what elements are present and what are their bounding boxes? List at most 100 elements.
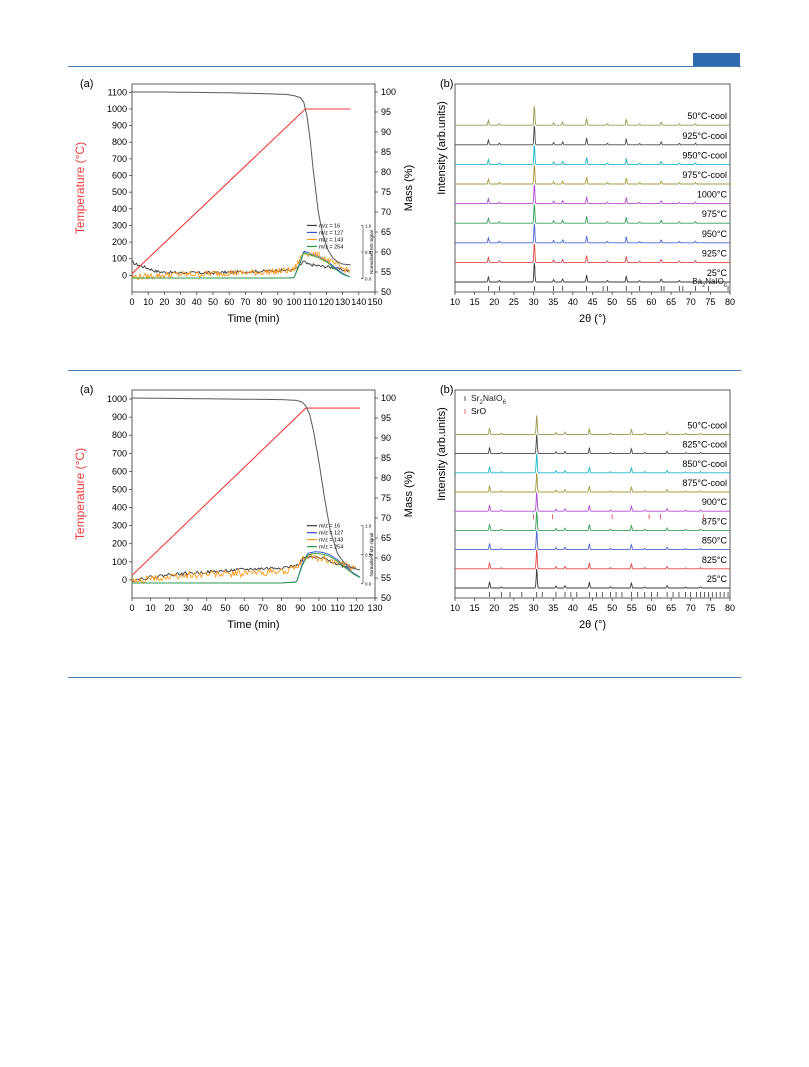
x-tick-label: 70 <box>686 603 696 613</box>
figure-divider <box>68 370 741 371</box>
legend-label: m/z = 254 <box>319 244 343 250</box>
xrd-trace <box>455 492 730 512</box>
x-tick-label: 20 <box>489 297 499 307</box>
ms-signal-line <box>131 552 357 585</box>
x-tick-label: 130 <box>335 297 350 307</box>
y-tick-label: 700 <box>112 154 127 164</box>
footer-rule <box>68 677 741 678</box>
y-tick-label: 800 <box>112 137 127 147</box>
x-tick-label: 110 <box>330 603 344 613</box>
x-tick-label: 70 <box>686 297 696 307</box>
y-tick-label: 400 <box>112 204 127 214</box>
y2-tick-label: 70 <box>381 513 391 523</box>
trace-label: 975°C <box>702 209 728 219</box>
x-tick-label: 10 <box>143 297 153 307</box>
legend-label: Sr2NaIO6 <box>471 393 507 406</box>
y-tick-label: 500 <box>112 187 127 197</box>
xrd-trace <box>455 434 730 455</box>
ms-scale-tick-label: 0.5 <box>365 250 372 255</box>
y2-tick-label: 95 <box>381 413 391 423</box>
legend-label: m/z = 127 <box>319 230 343 236</box>
x-tick-label: 60 <box>224 297 234 307</box>
x-tick-label: 100 <box>286 297 301 307</box>
y-tick-label: 0 <box>122 270 127 280</box>
x-tick-label: 55 <box>627 297 637 307</box>
header-rule <box>68 66 741 67</box>
xrd-trace <box>455 145 730 165</box>
y-tick-label: 0 <box>122 575 127 585</box>
figure1-tga-panel: (a) 0 10 20 30 40 50 60 70 80 90 100 110 120 130 140 15… <box>70 72 420 367</box>
x-tick-label: 40 <box>568 297 578 307</box>
trace-label: 825°C-cool <box>682 440 727 450</box>
mass-line <box>132 91 351 266</box>
trace-label: 875°C <box>702 516 728 526</box>
panel-b-label: (b) <box>440 78 453 90</box>
trace-label: 1000°C <box>697 190 728 200</box>
legend-label: SrO <box>471 406 487 416</box>
x-tick-label: 60 <box>646 603 656 613</box>
y-tick-label: 900 <box>112 412 127 422</box>
x-tick-label: 130 <box>367 603 382 613</box>
x-tick-label: 50 <box>607 297 617 307</box>
plot-frame <box>131 83 376 293</box>
mass-line <box>132 397 361 571</box>
x-tick-label: 100 <box>311 603 326 613</box>
xrd-trace <box>455 549 730 570</box>
trace-label: 50°C-cool <box>687 111 727 121</box>
legend-label: m/z = 16 <box>319 524 340 530</box>
ms-scale-tick-label: 1.0 <box>365 223 372 228</box>
y-tick-label: 600 <box>112 466 127 476</box>
xrd-trace <box>455 223 730 244</box>
ms-scale-tick-label: 0.5 <box>365 553 372 558</box>
x-tick-label: 150 <box>367 297 382 307</box>
x-tick-label: 110 <box>303 297 317 307</box>
trace-label: 950°C <box>702 229 728 239</box>
ms-signal-line <box>131 251 351 281</box>
y2-tick-label: 60 <box>381 247 391 257</box>
y-tick-label: 300 <box>112 521 127 531</box>
x-tick-label: 45 <box>587 297 597 307</box>
x-tick-label: 60 <box>646 297 656 307</box>
ms-scale-tick-label: 0.0 <box>365 277 372 282</box>
trace-label: 950°C-cool <box>682 150 727 160</box>
xrd-trace <box>455 530 730 551</box>
x-tick-label: 0 <box>129 603 134 613</box>
x-tick-label: 45 <box>587 603 597 613</box>
x-tick-label: 35 <box>548 603 558 613</box>
x-tick-label: 140 <box>351 297 366 307</box>
xrd-trace <box>455 472 730 493</box>
y-tick-label: 100 <box>112 254 127 264</box>
y2-tick-label: 70 <box>381 207 391 217</box>
xrd-trace <box>455 243 730 263</box>
trace-label: 825°C <box>702 555 728 565</box>
y-axis-label-temperature: Temperature (°C) <box>73 142 87 234</box>
ms-signal-line <box>132 552 360 584</box>
x-axis-label: Time (min) <box>227 313 279 325</box>
x-tick-label: 70 <box>258 603 268 613</box>
y-tick-label: 1000 <box>107 104 127 114</box>
panel-a-label: (a) <box>80 384 93 396</box>
y2-tick-label: 95 <box>381 107 391 117</box>
xrd-trace <box>455 453 730 474</box>
y2-tick-label: 50 <box>381 287 391 297</box>
figure2-xrd-panel: (b) 10 15 20 25 30 35 40 45 50 55 60 65 70 75 80 2θ (°)… <box>430 378 740 673</box>
x-tick-label: 40 <box>568 603 578 613</box>
figure2-tga-panel: (a) 0 10 20 30 40 50 60 70 80 90 100 110 120 130 0 100 2… <box>70 378 420 673</box>
y2-tick-label: 80 <box>381 473 391 483</box>
xrd-trace <box>455 125 730 146</box>
xrd-trace <box>455 184 730 205</box>
y-tick-label: 1000 <box>107 394 127 404</box>
ms-scale-label: Normalised MS signal <box>369 533 374 577</box>
x-tick-label: 30 <box>529 603 539 613</box>
trace-label: 850°C-cool <box>682 459 727 469</box>
x-tick-label: 80 <box>257 297 267 307</box>
xrd-trace <box>455 511 730 531</box>
ms-scale-label: Normalised MS signal <box>369 230 374 274</box>
x-tick-label: 65 <box>666 297 676 307</box>
x-axis-label: Time (min) <box>227 619 279 631</box>
x-tick-label: 25 <box>509 603 519 613</box>
x-tick-label: 65 <box>666 603 676 613</box>
x-tick-label: 20 <box>489 603 499 613</box>
y2-tick-label: 100 <box>381 393 396 403</box>
x-tick-label: 75 <box>705 297 715 307</box>
